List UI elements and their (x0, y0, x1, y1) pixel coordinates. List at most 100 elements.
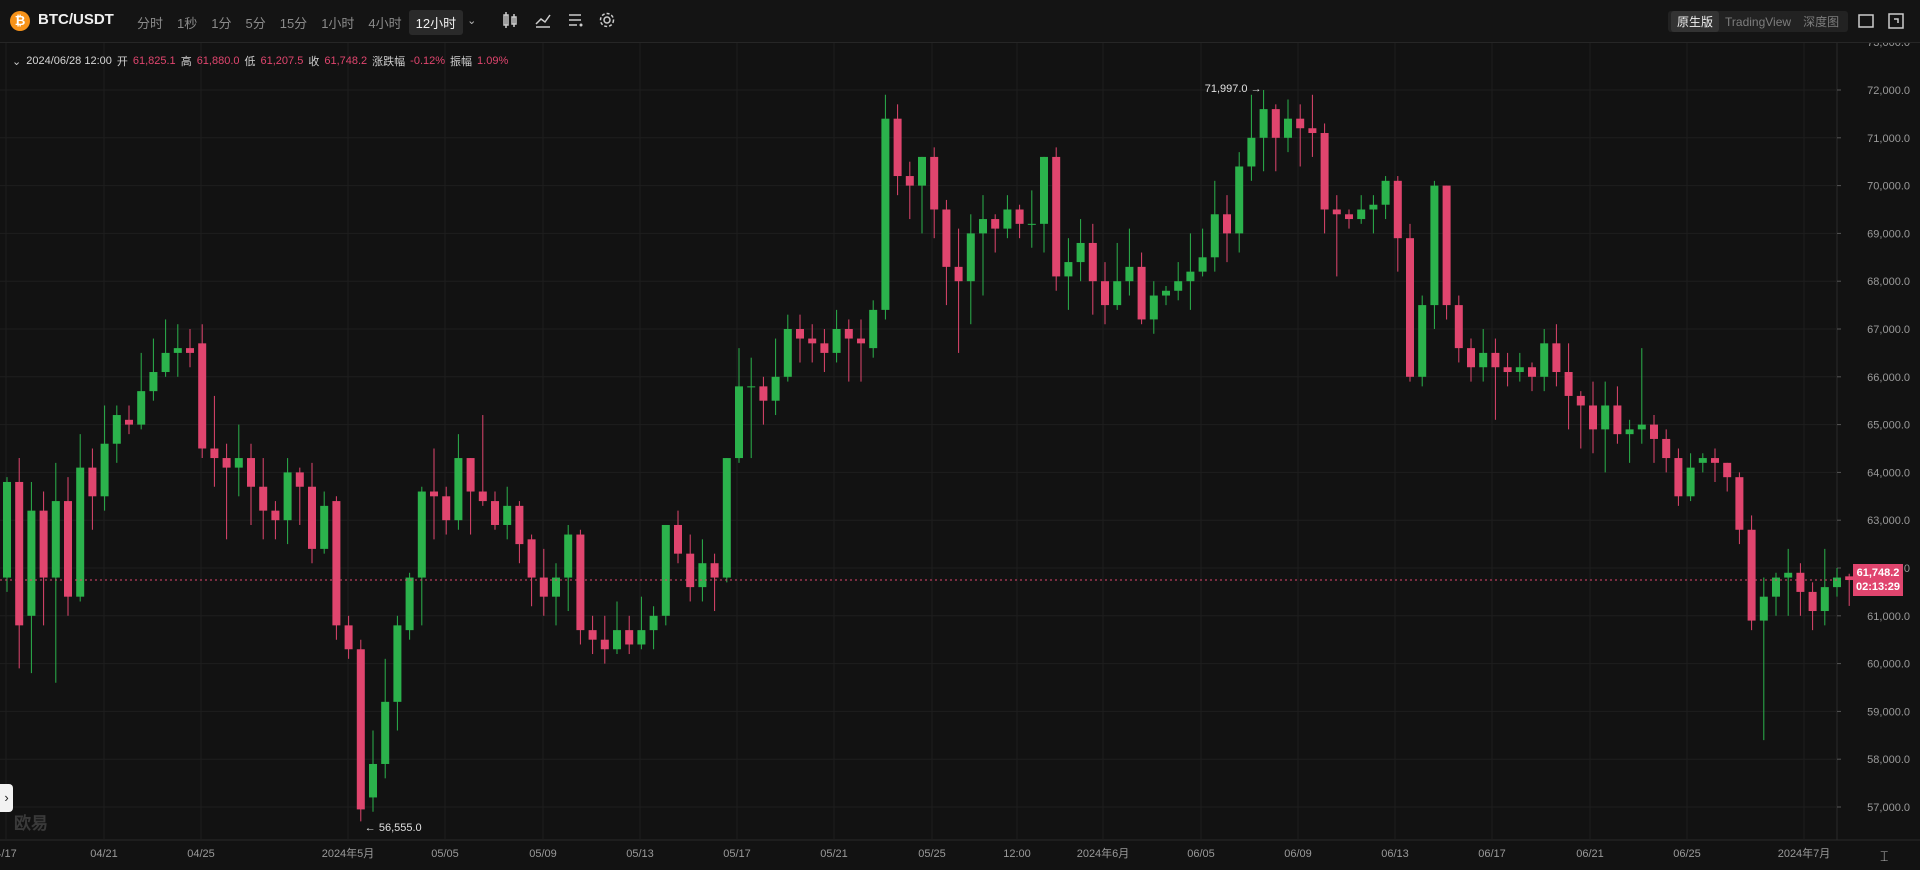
candle-body (1515, 367, 1524, 373)
candle-body (1076, 242, 1085, 263)
expand-panel-button[interactable]: › (0, 784, 13, 812)
candle-body (64, 501, 72, 597)
candle-body (515, 505, 524, 545)
view-tab-native[interactable]: 原生版 (1671, 11, 1720, 32)
low-value: 61,207.5 (260, 55, 304, 67)
candle-body (576, 534, 585, 631)
candle-body (1284, 118, 1292, 138)
text-cursor-icon[interactable]: ⌶ (1880, 848, 1889, 864)
candle-body (747, 386, 756, 388)
candle-body (649, 615, 658, 631)
trading-pair-label[interactable]: BTC/USDT (38, 11, 114, 28)
candle-body (1027, 223, 1036, 225)
y-tick-label: 60,000.0 (1867, 659, 1910, 671)
candle-body (1796, 572, 1805, 592)
candle-body (1015, 209, 1024, 224)
view-tab-depth[interactable]: 深度图 (1803, 15, 1840, 29)
candle-type-icon[interactable] (500, 10, 520, 30)
candle-body (1528, 367, 1536, 377)
y-tick-label: 59,000.0 (1867, 706, 1910, 718)
candle-body (27, 510, 36, 616)
candle-body (15, 481, 24, 626)
candle-body (39, 510, 48, 578)
gear-icon[interactable] (597, 10, 617, 30)
candle-body (1601, 405, 1610, 430)
interval-tab-15m[interactable]: 15分 (279, 16, 308, 31)
candle-body (844, 329, 853, 339)
candle-body (552, 577, 560, 597)
candle-body (466, 458, 475, 492)
candle-body (344, 625, 353, 650)
candle-body (430, 491, 438, 497)
candle-body (1747, 529, 1756, 621)
candle-body (1589, 405, 1597, 430)
candle-body (332, 501, 341, 626)
candle-body (1491, 352, 1500, 368)
btc-logo-icon: ₿ (10, 11, 30, 31)
candle-body (759, 386, 768, 401)
candle-body (51, 501, 60, 578)
candle-body (783, 329, 792, 377)
x-tick-label: 05/13 (626, 848, 654, 860)
candle-body (1088, 242, 1097, 282)
candle-body (991, 219, 1000, 229)
indicator-icon[interactable] (533, 10, 553, 30)
high-marker-label: 71,997.0 → (1205, 83, 1262, 95)
candle-body (1320, 133, 1329, 210)
interval-tab-12h[interactable]: 12小时 (408, 10, 464, 35)
candle-body (125, 419, 133, 425)
candle-body (1235, 166, 1244, 234)
list-settings-icon[interactable] (565, 10, 585, 30)
interval-tab-1m[interactable]: 1分 (211, 16, 232, 31)
candle-body (1418, 305, 1427, 377)
candle-body (210, 448, 219, 459)
candle-body (820, 343, 829, 353)
candle-countdown: 02:13:29 (1855, 581, 1901, 594)
candle-body (686, 553, 695, 588)
view-tab-tradingview[interactable]: TradingView (1725, 14, 1792, 29)
interval-tab-5m[interactable]: 5分 (245, 16, 266, 31)
candle-body (735, 386, 743, 459)
candle-body (527, 539, 536, 578)
candle-body (674, 524, 682, 554)
x-tick-label: 05/25 (918, 848, 946, 860)
candle-body (1308, 128, 1317, 134)
change-value: -0.12% (410, 55, 446, 67)
low-label: 低 (244, 56, 256, 68)
x-tick-label: 2024年7月 (1778, 846, 1831, 860)
candle-body (1759, 596, 1768, 621)
candle-body (100, 443, 109, 497)
candle-body (76, 467, 85, 597)
chevron-down-icon[interactable]: ⌄ (12, 55, 22, 68)
y-tick-label: 71,000.0 (1867, 133, 1910, 145)
high-value: 61,880.0 (196, 55, 240, 67)
candle-body (808, 338, 817, 344)
window-icon[interactable] (1857, 12, 1875, 30)
candle-body (942, 209, 951, 267)
candle-body (1613, 405, 1622, 435)
candle-body (198, 343, 207, 449)
candle-body (1845, 576, 1854, 581)
candle-body (1345, 214, 1353, 220)
interval-tab-1s[interactable]: 1秒 (177, 16, 198, 31)
candle-body (600, 639, 609, 650)
x-tick-label: 05/09 (529, 848, 557, 860)
candle-body (1003, 209, 1012, 229)
candle-body (1454, 305, 1463, 349)
candle-body (1552, 343, 1561, 373)
candle-body (1064, 262, 1073, 277)
candle-body (259, 486, 268, 511)
candle-body (832, 329, 841, 353)
chevron-down-icon[interactable]: ⌄ (467, 15, 477, 27)
fullscreen-icon[interactable] (1887, 12, 1905, 30)
candle-body (539, 577, 548, 597)
candle-body (491, 501, 499, 525)
candle-body (295, 472, 304, 487)
candle-body (613, 630, 621, 650)
candle-body (393, 625, 402, 702)
candle-body (1296, 118, 1305, 129)
interval-tab-timeline[interactable]: 分时 (137, 16, 164, 31)
interval-tab-4h[interactable]: 4小时 (368, 16, 402, 31)
interval-tab-1h[interactable]: 1小时 (321, 16, 355, 31)
